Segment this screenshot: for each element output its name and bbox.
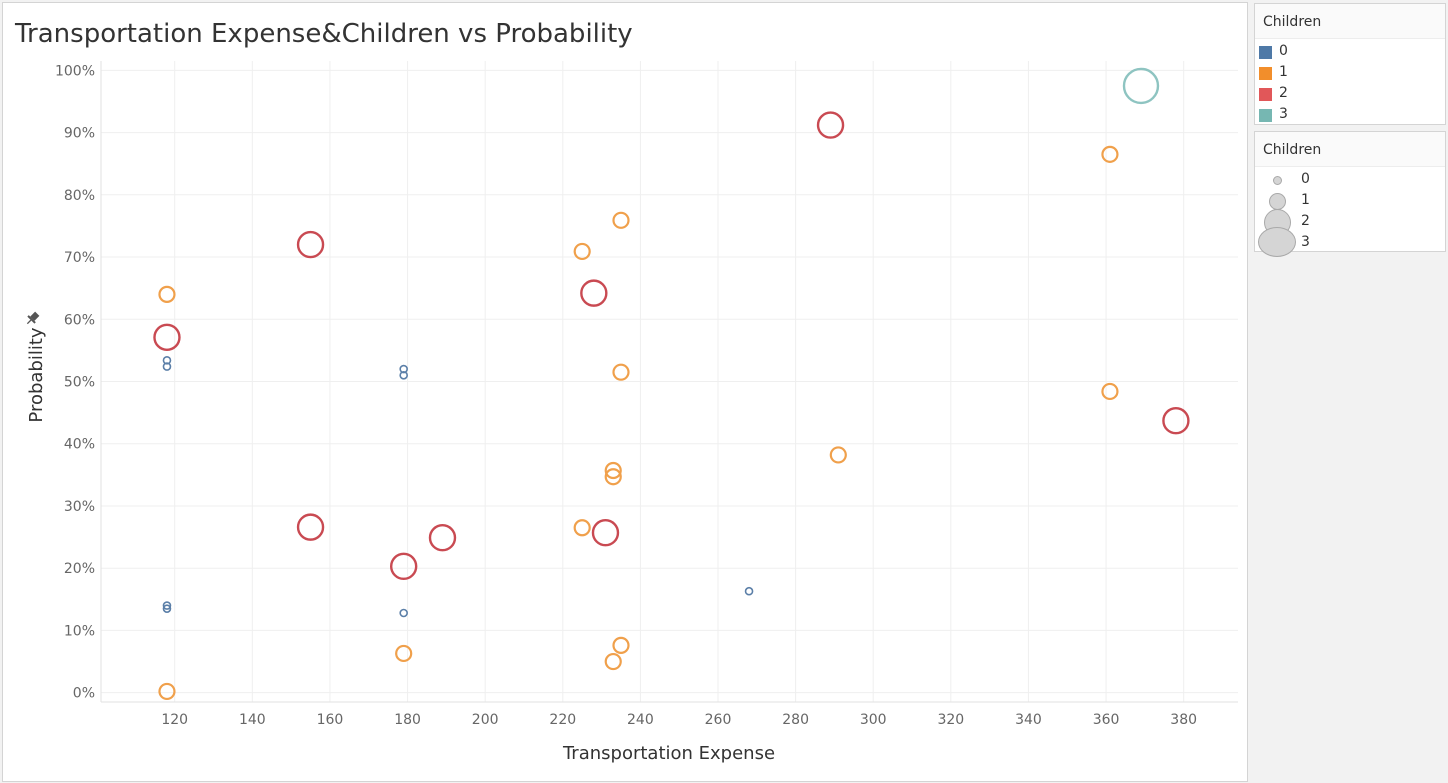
data-point[interactable] [158,682,176,701]
color-legend[interactable]: Children 0 1 2 3 [1254,3,1446,125]
legend-item-label: 3 [1301,234,1310,250]
data-point[interactable] [573,519,591,537]
color-legend-item[interactable]: 1 [1255,63,1445,84]
y-axis-ticks: 0% 10% 20% 30% 40% 50% 60% 70% 80% 90% 100% [55,63,95,701]
data-point[interactable] [612,211,630,229]
x-tick-label: 280 [782,712,809,728]
color-legend-item[interactable]: 0 [1255,42,1445,63]
x-tick-label: 360 [1093,712,1120,728]
y-tick-label: 30% [64,499,95,515]
data-point[interactable] [296,513,325,541]
data-point[interactable] [158,285,176,303]
x-tick-label: 300 [860,712,887,728]
data-point[interactable] [604,461,622,480]
data-point[interactable] [1122,67,1160,105]
grid-layer [100,61,1238,703]
x-tick-label: 240 [627,712,654,728]
size-circle-icon [1258,227,1296,257]
x-axis-label: Transportation Expense [562,743,775,764]
legend-item-label: 0 [1279,43,1288,59]
y-tick-label: 0% [73,686,95,702]
legend-item-label: 0 [1301,171,1310,187]
data-point[interactable] [296,230,325,259]
data-point[interactable] [829,446,847,464]
y-tick-label: 20% [64,561,95,577]
size-legend-title: Children [1255,132,1445,167]
y-tick-label: 60% [64,312,95,328]
color-swatch [1259,67,1272,80]
size-circle-icon [1269,193,1286,210]
x-tick-label: 260 [705,712,732,728]
data-point[interactable] [1162,407,1190,435]
y-tick-label: 70% [64,250,95,266]
color-legend-item[interactable]: 3 [1255,105,1445,126]
x-tick-label: 140 [239,712,266,728]
legend-item-label: 2 [1279,85,1288,101]
y-tick-label: 10% [64,623,95,639]
y-tick-label: 40% [64,437,95,453]
data-point[interactable] [612,636,630,654]
data-point[interactable] [573,242,591,261]
pin-icon[interactable] [24,310,41,327]
data-point[interactable] [604,468,622,486]
x-tick-label: 120 [161,712,188,728]
data-point[interactable] [1101,382,1119,401]
data-point[interactable] [162,604,172,613]
data-point[interactable] [395,644,413,663]
data-point[interactable] [744,586,754,596]
legend-item-label: 1 [1279,64,1288,80]
y-tick-label: 100% [55,63,95,79]
color-legend-item[interactable]: 2 [1255,84,1445,105]
data-point[interactable] [816,111,845,139]
data-point[interactable] [1101,145,1119,163]
size-legend-item[interactable]: 0 [1255,170,1445,191]
chart-title: Transportation Expense&Children vs Proba… [15,19,633,49]
y-tick-label: 80% [64,188,95,204]
y-tick-label: 90% [64,126,95,142]
y-axis-label: Probability [26,327,47,422]
data-point[interactable] [162,362,172,371]
x-axis-ticks: 120 140 160 180 200 220 240 260 280 300 320 340 360 3… [161,712,1197,728]
y-tick-label: 50% [64,375,95,391]
color-swatch [1259,88,1272,101]
data-point[interactable] [389,552,418,581]
data-point[interactable] [399,370,408,380]
data-point[interactable] [604,652,622,671]
data-points[interactable] [153,67,1190,701]
x-tick-label: 200 [472,712,499,728]
size-legend-item[interactable]: 1 [1255,191,1445,212]
x-tick-label: 160 [317,712,344,728]
legend-item-label: 2 [1301,213,1310,229]
size-legend[interactable]: Children 0 1 2 3 [1254,131,1446,257]
x-tick-label: 320 [937,712,964,728]
data-point[interactable] [612,363,630,381]
color-swatch [1259,109,1272,122]
size-legend-item[interactable]: 3 [1255,227,1445,257]
legend-item-label: 1 [1301,192,1310,208]
legend-item-label: 3 [1279,106,1288,122]
x-tick-label: 340 [1015,712,1042,728]
data-point[interactable] [162,601,172,610]
data-point[interactable] [428,524,457,552]
data-point[interactable] [580,279,608,307]
x-tick-label: 220 [549,712,576,728]
color-swatch [1259,46,1272,59]
data-point[interactable] [399,608,408,618]
data-point[interactable] [591,519,620,547]
x-tick-label: 180 [394,712,421,728]
data-point[interactable] [153,323,181,352]
color-legend-title: Children [1255,4,1445,39]
x-tick-label: 380 [1170,712,1197,728]
size-circle-icon [1273,176,1282,185]
